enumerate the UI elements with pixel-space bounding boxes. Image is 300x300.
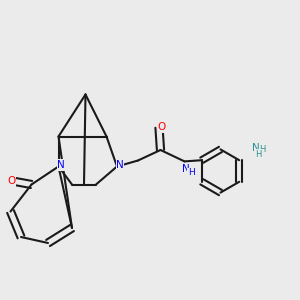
Text: N: N xyxy=(57,160,65,170)
Text: N: N xyxy=(116,160,124,170)
Text: H: H xyxy=(188,168,194,177)
Text: H: H xyxy=(255,150,261,159)
Text: O: O xyxy=(7,176,16,187)
Text: H: H xyxy=(259,145,266,154)
Text: O: O xyxy=(158,122,166,133)
Text: N: N xyxy=(252,143,260,153)
Text: N: N xyxy=(182,164,190,174)
